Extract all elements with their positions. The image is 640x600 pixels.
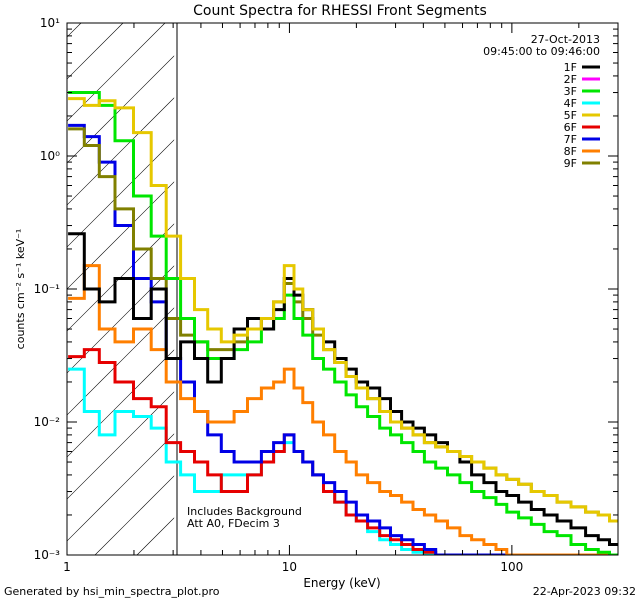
x-axis: 1 10 100 (63, 23, 619, 574)
footer-timestamp: 22-Apr-2023 09:32 (533, 585, 636, 598)
footer-generated-by: Generated by hsi_min_spectra_plot.pro (4, 585, 220, 598)
series-8F (68, 264, 618, 555)
hatch-line (67, 23, 250, 206)
background-note: Includes Background (187, 505, 302, 518)
attenuator-note: Att A0, FDecim 3 (187, 517, 280, 530)
legend-label-7F: 7F (564, 133, 577, 146)
y-tick-label: 10⁻³ (34, 548, 61, 562)
legend-label-5F: 5F (564, 109, 577, 122)
legend-label-6F: 6F (564, 121, 577, 134)
y-tick-label: 10⁻² (34, 415, 61, 429)
legend-label-8F: 8F (564, 145, 577, 158)
x-tick-label: 1 (63, 560, 71, 574)
y-axis-label-group: counts cm⁻² s⁻¹ keV⁻¹ (14, 229, 27, 350)
legend-label-4F: 4F (564, 97, 577, 110)
y-tick-label: 10⁰ (40, 149, 60, 163)
x-axis-label: Energy (keV) (303, 576, 380, 590)
x-tick-label: 100 (500, 560, 523, 574)
legend-label-3F: 3F (564, 85, 577, 98)
series-5F (68, 97, 618, 523)
hatch-mask (174, 23, 618, 555)
date-label: 27-Oct-2013 (531, 33, 600, 46)
hatch-line (67, 23, 208, 164)
y-axis-label: counts cm⁻² s⁻¹ keV⁻¹ (14, 229, 27, 350)
y-tick-label: 10¹ (40, 16, 60, 30)
legend-label-9F: 9F (564, 157, 577, 170)
series-3F (68, 91, 618, 555)
y-tick-label: 10⁻¹ (34, 282, 61, 296)
x-tick-label: 10 (282, 560, 297, 574)
y-axis: 10⁻³ 10⁻² 10⁻¹ 10⁰ 10¹ (34, 16, 618, 562)
hatch-line (67, 23, 166, 122)
time-range-label: 09:45:00 to 09:46:00 (483, 45, 600, 58)
chart-title: Count Spectra for RHESSI Front Segments (193, 3, 487, 19)
series-layer (68, 91, 618, 555)
legend-label-1F: 1F (564, 61, 577, 74)
legend-label-2F: 2F (564, 73, 577, 86)
hatch-region (67, 23, 618, 555)
